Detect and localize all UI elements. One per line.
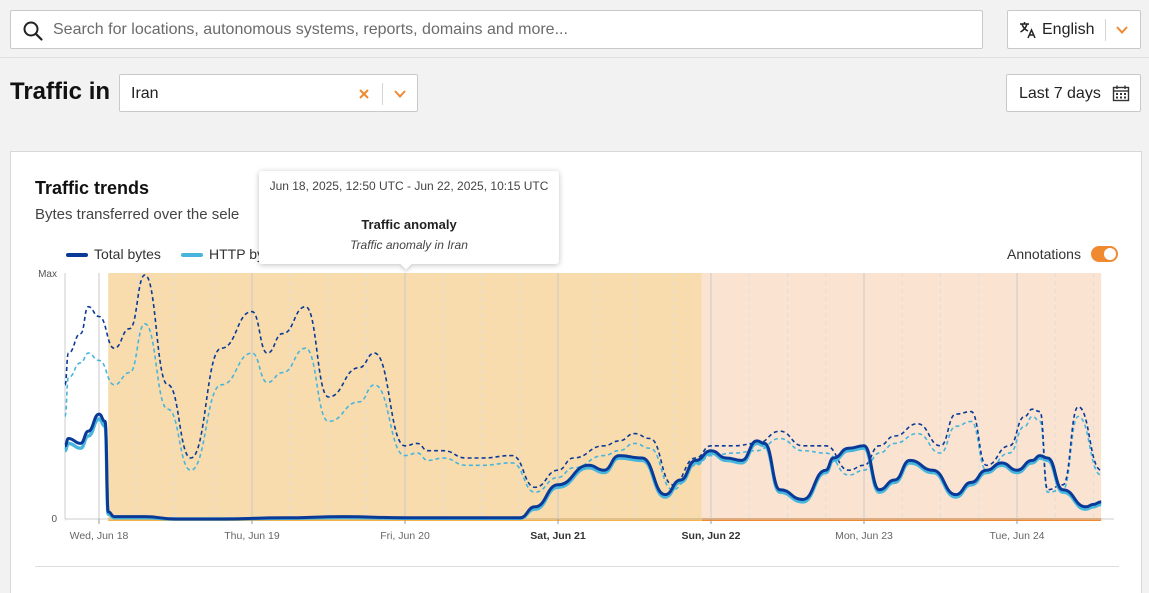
x-tick-label: Sat, Jun 21 xyxy=(530,530,586,542)
traffic-trends-card: Traffic trends Bytes transferred over th… xyxy=(10,151,1142,593)
search-input[interactable] xyxy=(53,11,973,48)
page-title: Traffic in xyxy=(10,78,111,105)
chevron-down-icon[interactable] xyxy=(1115,24,1129,36)
annotation-tooltip: Jun 18, 2025, 12:50 UTC - Jun 22, 2025, … xyxy=(259,171,559,270)
top-bar: English xyxy=(0,0,1149,58)
series-line xyxy=(64,274,1102,491)
legend-label: Total bytes xyxy=(94,246,161,262)
x-tick-label: Fri, Jun 20 xyxy=(380,530,430,542)
y-tick-label: Max xyxy=(38,269,57,280)
legend-label: HTTP by xyxy=(209,246,264,262)
date-range-label: Last 7 days xyxy=(1019,85,1101,102)
card-divider xyxy=(35,566,1119,567)
x-tick-label: Sun, Jun 22 xyxy=(682,530,741,542)
annotations-label: Annotations xyxy=(1007,246,1081,262)
tooltip-dates: Jun 18, 2025, 12:50 UTC - Jun 22, 2025, … xyxy=(269,179,549,193)
chevron-down-icon[interactable] xyxy=(393,88,407,100)
search-icon xyxy=(23,21,43,41)
calendar-icon xyxy=(1112,85,1130,102)
series-line xyxy=(64,323,1102,493)
legend-swatch xyxy=(66,253,88,257)
country-select[interactable]: Iran xyxy=(119,74,418,112)
toggle-knob xyxy=(1104,248,1116,260)
x-tick-label: Tue, Jun 24 xyxy=(989,530,1044,542)
tooltip-description: Traffic anomaly in Iran xyxy=(350,238,468,252)
translate-icon xyxy=(1020,22,1036,39)
x-tick-label: Wed, Jun 18 xyxy=(70,530,129,542)
date-range-picker[interactable]: Last 7 days xyxy=(1006,74,1141,112)
divider xyxy=(1105,19,1106,41)
legend-swatch xyxy=(181,253,203,257)
country-value: Iran xyxy=(131,85,159,102)
y-tick-label: 0 xyxy=(51,514,57,525)
x-tick-label: Thu, Jun 19 xyxy=(224,530,280,542)
annotations-toggle[interactable] xyxy=(1091,246,1118,262)
search-box[interactable] xyxy=(10,10,983,49)
clear-icon[interactable] xyxy=(357,87,371,101)
series-line xyxy=(64,412,1102,521)
language-selector[interactable]: English xyxy=(1007,10,1141,49)
tooltip-title: Traffic anomaly xyxy=(361,217,457,232)
annotation-band xyxy=(701,273,1102,519)
card-title: Traffic trends xyxy=(35,178,150,198)
x-tick-label: Mon, Jun 23 xyxy=(835,530,893,542)
traffic-chart: Max 0 Wed, Jun 18 Thu, Jun 19 Fri, Jun 20 Sat… xyxy=(38,269,1114,542)
divider xyxy=(382,83,383,105)
language-label: English xyxy=(1042,21,1095,38)
card-subtitle: Bytes transferred over the sele xyxy=(35,206,240,223)
